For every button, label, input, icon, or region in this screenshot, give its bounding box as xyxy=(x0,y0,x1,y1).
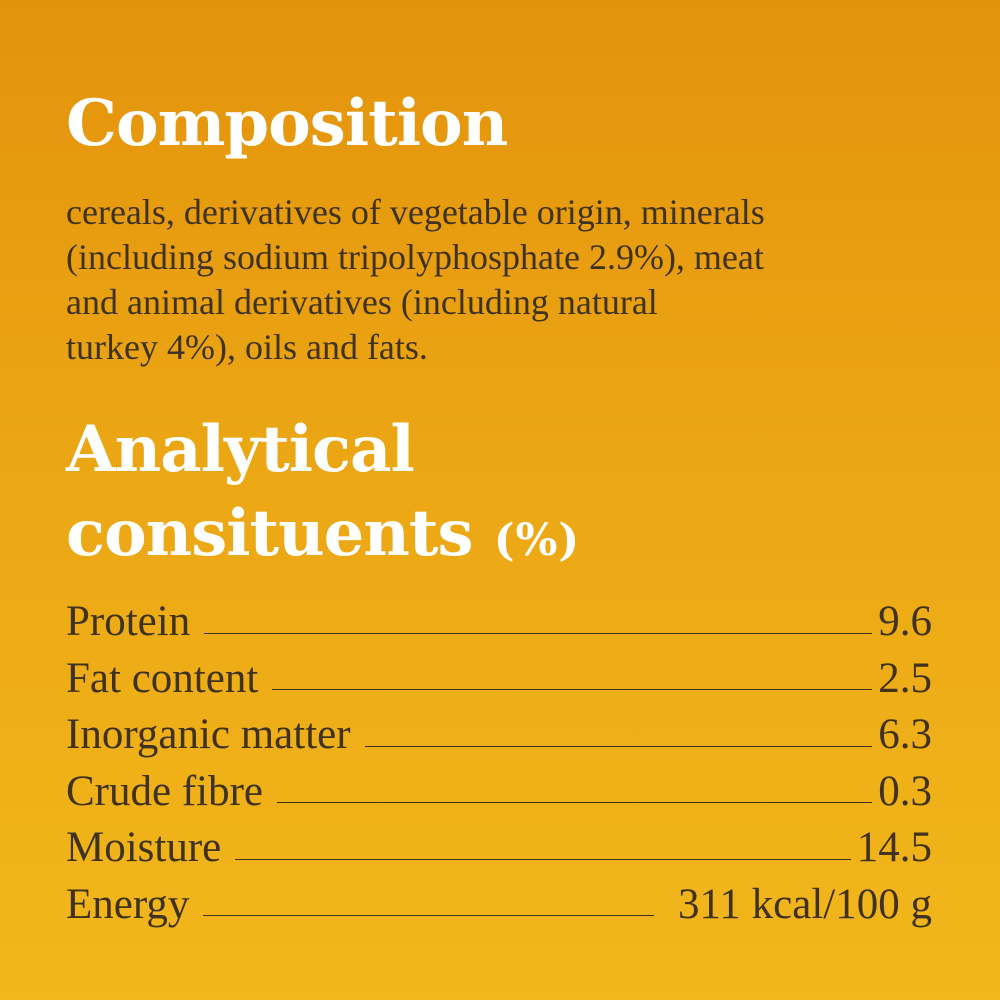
row-value: 9.6 xyxy=(878,598,932,645)
composition-text: cereals, derivatives of vegetable origin… xyxy=(66,190,765,370)
analytical-title: Analytical consituents (%) xyxy=(66,408,580,583)
analytical-table: Protein 9.6 Fat content 2.5 Inorganic matter… xyxy=(66,597,932,936)
analytical-unit: (%) xyxy=(493,515,581,566)
analytical-title-line: Analytical xyxy=(66,412,415,487)
row-value: 311 kcal/100 g xyxy=(678,880,932,928)
analytical-row: Moisture 14.5 xyxy=(66,823,932,880)
row-label: Crude fibre xyxy=(66,767,264,815)
row-value: 0.3 xyxy=(878,767,932,815)
analytical-title-word: consituents xyxy=(66,496,473,571)
composition-line: (including sodium tripolyphosphate 2.9%)… xyxy=(66,237,764,277)
row-rule xyxy=(235,858,851,860)
row-value: 14.5 xyxy=(856,824,932,871)
row-label: Fat content xyxy=(66,654,259,702)
row-value: 2.5 xyxy=(878,654,932,702)
analytical-row: Fat content 2.5 xyxy=(66,654,932,711)
row-label: Energy xyxy=(66,880,190,928)
row-label: Moisture xyxy=(66,824,222,871)
row-rule xyxy=(204,632,873,634)
row-rule xyxy=(272,689,873,690)
row-rule xyxy=(203,915,655,916)
analytical-row: Protein 9.6 xyxy=(66,597,932,654)
row-value: 6.3 xyxy=(878,711,932,758)
composition-title: Composition xyxy=(66,86,508,161)
row-rule xyxy=(364,745,873,747)
analytical-row: Energy 311 kcal/100 g xyxy=(66,880,932,937)
row-label: Inorganic matter xyxy=(66,711,351,758)
composition-line: turkey 4%), oils and fats. xyxy=(66,327,428,367)
composition-line: cereals, derivatives of vegetable origin… xyxy=(66,192,765,232)
analytical-row: Inorganic matter 6.3 xyxy=(66,710,932,767)
row-rule xyxy=(277,802,873,803)
analytical-title-line: consituents (%) xyxy=(66,492,580,583)
row-label: Protein xyxy=(66,598,191,645)
composition-line: and animal derivatives (including natura… xyxy=(66,282,658,322)
analytical-row: Crude fibre 0.3 xyxy=(66,767,932,824)
